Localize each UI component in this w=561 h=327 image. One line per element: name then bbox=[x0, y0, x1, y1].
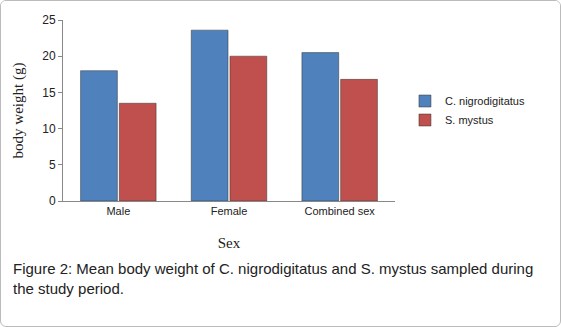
svg-text:Male: Male bbox=[106, 205, 130, 217]
svg-text:Sex: Sex bbox=[218, 235, 241, 251]
svg-text:15: 15 bbox=[42, 86, 56, 100]
svg-text:C. nigrodigitatus: C. nigrodigitatus bbox=[445, 95, 525, 107]
svg-text:Combined sex: Combined sex bbox=[305, 205, 376, 217]
svg-text:S. mystus: S. mystus bbox=[445, 114, 494, 126]
svg-text:20: 20 bbox=[42, 49, 56, 63]
svg-text:10: 10 bbox=[42, 122, 56, 136]
svg-text:body weight (g): body weight (g) bbox=[10, 63, 27, 159]
html-text:Figure 2: Mean body weight of: Figure 2: Mean body weight of C. nigrodi… bbox=[13, 260, 534, 298]
svg-text:0: 0 bbox=[49, 194, 56, 208]
svg-text:Female: Female bbox=[211, 205, 248, 217]
svg-text:25: 25 bbox=[42, 13, 56, 27]
svg-text:5: 5 bbox=[49, 158, 56, 172]
